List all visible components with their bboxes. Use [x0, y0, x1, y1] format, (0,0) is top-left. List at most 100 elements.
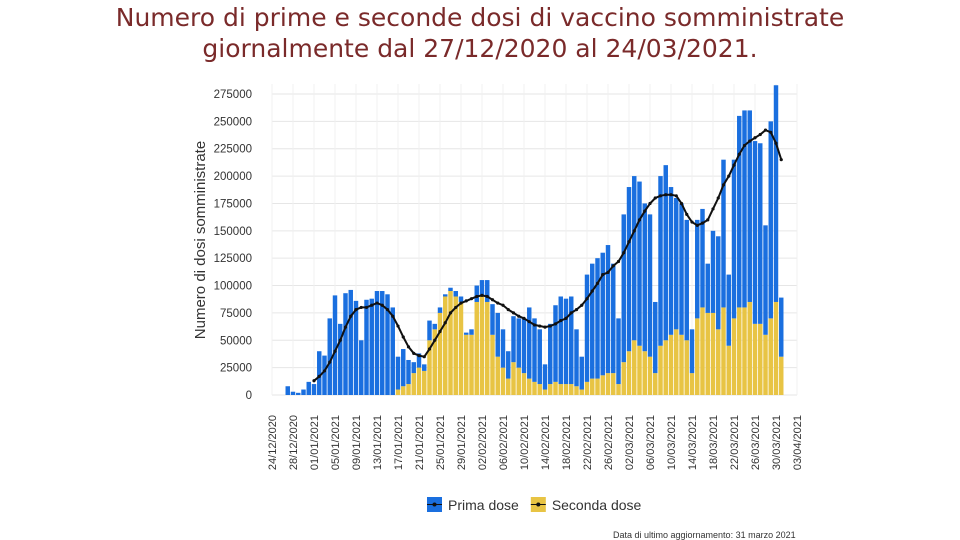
trend-point — [317, 374, 321, 378]
trend-point — [485, 294, 489, 299]
y-tick-label: 250000 — [214, 116, 252, 128]
bar-segment — [380, 291, 385, 395]
bar-segment — [632, 340, 637, 395]
bar-segment — [679, 334, 684, 395]
bar-segment — [301, 389, 306, 395]
bar-segment — [600, 375, 605, 395]
trend-point — [716, 196, 720, 200]
trend-point — [522, 316, 526, 320]
bar-segment — [768, 121, 773, 319]
bar-segment — [374, 291, 380, 395]
bar-segment — [443, 296, 448, 395]
x-tick-label: 26/02/2021 — [603, 415, 615, 470]
trend-point — [422, 355, 426, 359]
bar-segment — [553, 381, 558, 395]
trend-point — [664, 193, 668, 197]
x-tick-label: 02/02/2021 — [477, 415, 489, 470]
trend-point — [380, 303, 384, 307]
bar-segment — [437, 307, 443, 313]
bar-segment — [411, 362, 416, 374]
bar-segment — [621, 214, 626, 363]
trend-point — [417, 353, 421, 358]
x-tick-label: 30/03/2021 — [771, 415, 783, 470]
trend-point — [548, 324, 552, 328]
trend-point — [475, 294, 479, 299]
x-tick-label: 14/03/2021 — [687, 415, 699, 470]
bar-segment — [485, 301, 490, 395]
trend-point — [391, 314, 395, 318]
trend-point — [527, 320, 531, 324]
trend-point — [464, 299, 468, 303]
bar-segment — [474, 301, 479, 395]
bar-segment — [521, 318, 527, 374]
bar-segment — [364, 299, 369, 395]
bar-segment — [590, 378, 595, 395]
bar-segment — [758, 323, 763, 395]
bar-segment — [637, 181, 642, 346]
bar-segment — [569, 296, 574, 385]
trend-point — [543, 325, 547, 329]
bar-segment — [653, 301, 658, 374]
bar-segment — [495, 356, 500, 395]
trend-point — [496, 301, 500, 305]
bar-segment — [542, 364, 548, 390]
bar-segment — [590, 263, 595, 379]
bar-segment — [311, 384, 317, 395]
bar-segment — [768, 318, 773, 395]
bar-segment — [742, 110, 747, 308]
y-tick-label: 50000 — [220, 335, 252, 347]
trend-point — [737, 152, 741, 156]
trend-point — [343, 325, 348, 329]
bar-segment — [695, 219, 700, 319]
trend-point — [559, 318, 563, 323]
bar-segment — [432, 323, 437, 330]
bar-segment — [621, 362, 626, 395]
trend-point — [669, 193, 673, 197]
bar-segment — [521, 373, 527, 395]
trend-point — [721, 183, 726, 187]
bar-segment — [369, 298, 374, 395]
bar-segment — [464, 332, 469, 335]
x-tick-label: 02/03/2021 — [624, 415, 636, 470]
bar-segment — [763, 334, 768, 395]
bar-segment — [411, 373, 416, 395]
bar-segment — [532, 381, 537, 395]
y-tick-label: 125000 — [214, 253, 252, 265]
bar-segment — [532, 318, 537, 382]
bar-segment — [632, 176, 637, 341]
bar-segment — [416, 367, 422, 395]
bar-segment — [653, 373, 658, 395]
trend-point — [506, 308, 510, 312]
bar-segment — [642, 203, 647, 352]
bar-segment — [500, 367, 506, 395]
trend-point — [354, 308, 358, 312]
trend-point — [616, 259, 621, 264]
trend-point — [333, 349, 337, 353]
bar-segment — [537, 329, 542, 385]
bar-segment — [422, 370, 427, 395]
trend-point — [706, 218, 710, 222]
trend-point — [585, 297, 589, 301]
bar-segment — [537, 384, 542, 395]
bar-segment — [700, 307, 705, 395]
trend-point — [385, 308, 390, 312]
bar-segment — [563, 298, 569, 385]
legend-label: Prima dose — [448, 497, 519, 513]
trend-point — [601, 273, 605, 277]
bar-segment — [437, 312, 443, 395]
legend-label: Seconda dose — [552, 497, 642, 513]
bar-segment — [458, 296, 464, 302]
bar-segment — [553, 305, 558, 382]
x-tick-label: 10/02/2021 — [519, 415, 531, 470]
bar-segment — [527, 378, 532, 395]
trend-point — [727, 174, 731, 178]
bar-segment — [605, 373, 611, 395]
bar-segment — [747, 301, 752, 395]
trend-point — [401, 335, 405, 339]
bar-segment — [773, 85, 779, 302]
trend-point — [448, 311, 453, 315]
bar-segment — [317, 351, 322, 395]
bar-segment — [579, 356, 584, 390]
